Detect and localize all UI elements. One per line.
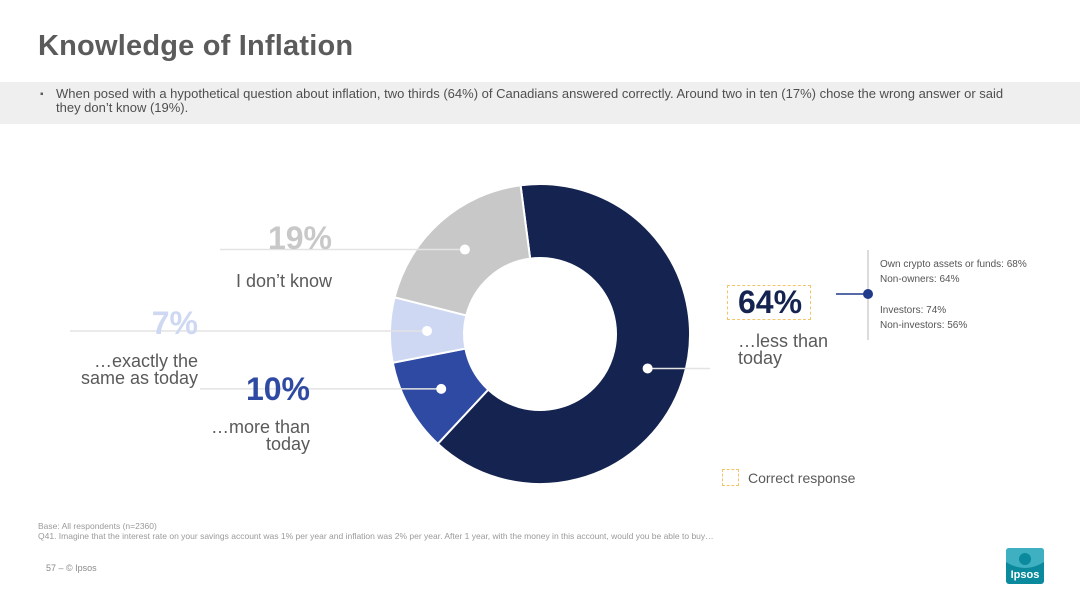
leader-dot-dont-know [459,244,470,255]
ipsos-logo: Ipsos [1006,548,1044,584]
bullet-icon: ▪ [40,89,44,100]
logo-shape-icon [1006,548,1044,568]
leader-dot-less-than [642,363,653,374]
page-title: Knowledge of Inflation [38,30,354,62]
footer-question: Q41. Imagine that the interest rate on y… [38,531,714,541]
legend-correct-label: Correct response [748,470,856,486]
leader-dot-more-than [436,383,447,394]
subgroup-crypto-owners: Own crypto assets or funds: 68% [880,259,1027,270]
subgroup-connector-dot [863,289,873,299]
footer-base: Base: All respondents (n=2360) [38,521,157,531]
logo-text: Ipsos [1010,569,1040,581]
slice-pct-same: 7% [151,305,198,341]
summary-bar: ▪ When posed with a hypothetical questio… [0,82,1080,124]
slice-label-more: …more than today [210,417,310,454]
slice-pct-dont-know: 19% [267,220,332,256]
subgroup-non-investors: Non-investors: 56% [880,320,968,331]
footer-page-number: 57 – © Ipsos [46,563,97,573]
slice-less-than [436,183,691,485]
slice-label-same: …exactly the same as today [80,351,198,388]
subgroup-non-owners: Non-owners: 64% [880,274,960,285]
summary-text: When posed with a hypothetical question … [56,86,1004,115]
correct-highlight-box [727,285,811,320]
subgroup-investors: Investors: 74% [880,305,947,316]
slice-pct-less: 64% [738,284,803,320]
slice-label-dont-know: I don’t know [235,271,332,291]
slice-label-less: …less than today [738,331,829,368]
slice-pct-more: 10% [245,371,310,407]
legend-correct-swatch [722,469,739,486]
leader-dot-same [422,325,433,336]
